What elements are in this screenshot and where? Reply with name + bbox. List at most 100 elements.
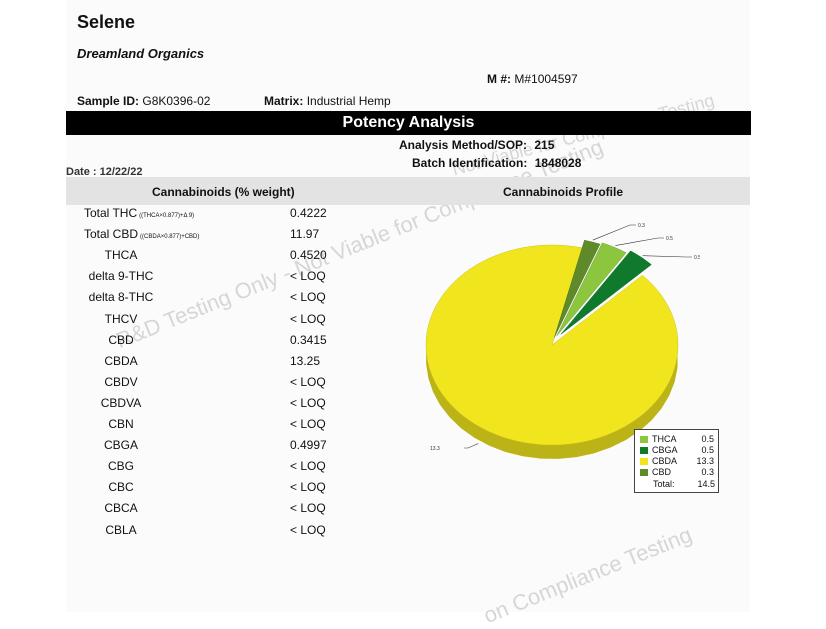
row-name: THCA [66, 248, 176, 262]
legend-label: CBGA [652, 445, 678, 455]
cannabinoid-value: 0.4520 [290, 248, 327, 263]
legend-value: 0.5 [701, 434, 714, 444]
m-number-label: M #: [487, 72, 511, 86]
row-name: delta 9-THC [66, 269, 176, 283]
legend-value: 0.3 [701, 467, 714, 477]
legend-swatch [640, 468, 648, 476]
matrix: Matrix: Industrial Hemp [264, 94, 391, 108]
cannabinoid-formula: ((THCA×0.877)+Δ 9) [139, 213, 195, 219]
section-title-bar: Potency Analysis [66, 111, 751, 135]
legend-item-cbda: CBDA 13.3 [640, 456, 714, 466]
row-name: CBCA [66, 501, 176, 515]
cannabinoid-value: < LOQ [290, 459, 326, 474]
cannabinoid-name: CBN [108, 417, 134, 431]
row-name: delta 8-THC [66, 290, 176, 304]
cannabinoid-value: < LOQ [290, 480, 326, 495]
legend-total-label: Total: [653, 479, 675, 489]
cannabinoid-name: THCA [104, 248, 138, 263]
cannabinoid-name: CBG [107, 459, 134, 474]
pie-slice-cbd [554, 239, 601, 338]
row-name: CBN [66, 417, 176, 431]
client-name: Selene [77, 12, 136, 32]
cannabinoid-name: CBC [108, 480, 134, 495]
row-name: CBDVA [66, 396, 176, 410]
table-header-band [66, 177, 750, 205]
matrix-label: Matrix: [264, 94, 304, 108]
cannabinoid-name: delta 9-THC [88, 269, 154, 284]
cannabinoid-value: 11.97 [290, 227, 320, 242]
col-cannabinoids: Cannabinoids (% weight) [152, 185, 295, 199]
cannabinoid-value: < LOQ [290, 522, 326, 537]
legend-label: THCA [652, 434, 677, 444]
slice-label-cbd: 0.3 [638, 223, 645, 229]
matrix-value: Industrial Hemp [306, 94, 391, 108]
legend-label: CBD [652, 467, 672, 477]
batch-value: 1848028 [534, 156, 582, 170]
pie-slice-cbda [425, 244, 679, 446]
legend-item-cbd: CBD 0.3 [640, 467, 714, 477]
cannabinoid-name: delta 8-THC [88, 290, 154, 305]
cannabinoid-name: THCV [104, 311, 138, 326]
cannabinoid-formula: ((CBDA×0.877)+CBD) [140, 234, 200, 241]
cannabinoids-pie-chart: 13.3 0.3 0.5 0.5 [425, 223, 700, 459]
slice-label-thca: 0.5 [666, 236, 673, 242]
cannabinoid-value: < LOQ [290, 374, 326, 389]
legend-value: 0.5 [701, 445, 714, 455]
sample-id-label: Sample ID: [77, 94, 140, 108]
batch-identification: Batch Identification: 1848028 [412, 156, 581, 170]
cannabinoid-name: Total CBD [84, 227, 139, 242]
cannabinoid-name: CBDA [104, 353, 138, 368]
legend-swatch [640, 457, 648, 465]
legend-total: Total: 14.5 [653, 479, 715, 489]
pie-slice-cbga [560, 250, 652, 335]
chart-legend: THCA 0.5 CBGA 0.5 CBDA 13.3 CBD 0.3 Tota… [634, 429, 719, 493]
company-name: Dreamland Organics [77, 46, 205, 61]
analysis-method: Analysis Method/SOP: 215 [399, 138, 554, 152]
row-name: CBGA [66, 438, 176, 452]
row-name: CBC [66, 480, 176, 494]
row-name: CBD [66, 333, 176, 347]
method-label: Analysis Method/SOP: [399, 138, 528, 152]
cannabinoid-value: < LOQ [290, 501, 326, 516]
slice-leader-line [642, 255, 692, 258]
cannabinoid-name: CBDVA [100, 395, 142, 410]
slice-label-cbda: 13.3 [430, 446, 440, 452]
legend-total-value: 14.5 [697, 479, 715, 489]
cannabinoid-value: 13.25 [290, 353, 321, 368]
section-title: Potency Analysis [342, 114, 475, 131]
slice-leader-line [592, 224, 636, 241]
legend-item-thca: THCA 0.5 [640, 434, 714, 444]
row-name: THCV [66, 312, 176, 326]
cannabinoid-name: CBLA [105, 522, 137, 537]
cannabinoid-value: < LOQ [290, 395, 326, 410]
cannabinoid-value: < LOQ [290, 269, 326, 284]
report-date: Date : 12/22/22 [66, 166, 143, 178]
row-name: CBG [66, 459, 176, 473]
legend-label: CBDA [652, 456, 678, 466]
slice-leader-line [615, 237, 664, 246]
method-value: 215 [534, 138, 555, 152]
slice-leader-line [464, 443, 479, 449]
cannabinoid-name: CBGA [103, 438, 138, 453]
row-name: CBLA [66, 523, 176, 537]
row-name: CBDV [66, 375, 176, 389]
cannabinoid-name: CBCA [104, 501, 138, 516]
sample-id: Sample ID: G8K0396-02 [77, 94, 210, 108]
col-profile: Cannabinoids Profile [503, 185, 624, 199]
legend-swatch [640, 435, 648, 443]
m-number: M #: M#1004597 [487, 72, 578, 86]
batch-label: Batch Identification: [412, 156, 528, 170]
cannabinoid-value: < LOQ [290, 417, 326, 431]
cannabinoid-name: Total THC [84, 206, 138, 220]
cannabinoid-value: 0.4222 [290, 206, 327, 220]
row-name: Total CBD ((CBDA×0.877)+CBD) [84, 227, 199, 241]
slice-label-cbga: 0.5 [694, 255, 700, 261]
legend-value: 13.3 [696, 456, 714, 466]
m-number-value: M#1004597 [514, 72, 578, 86]
legend-swatch [640, 446, 648, 454]
cannabinoid-name: CBDV [104, 374, 138, 389]
legend-item-cbga: CBGA 0.5 [640, 445, 714, 455]
cannabinoid-value: < LOQ [290, 290, 326, 305]
cannabinoid-value: < LOQ [290, 311, 326, 326]
sample-id-value: G8K0396-02 [142, 94, 211, 108]
